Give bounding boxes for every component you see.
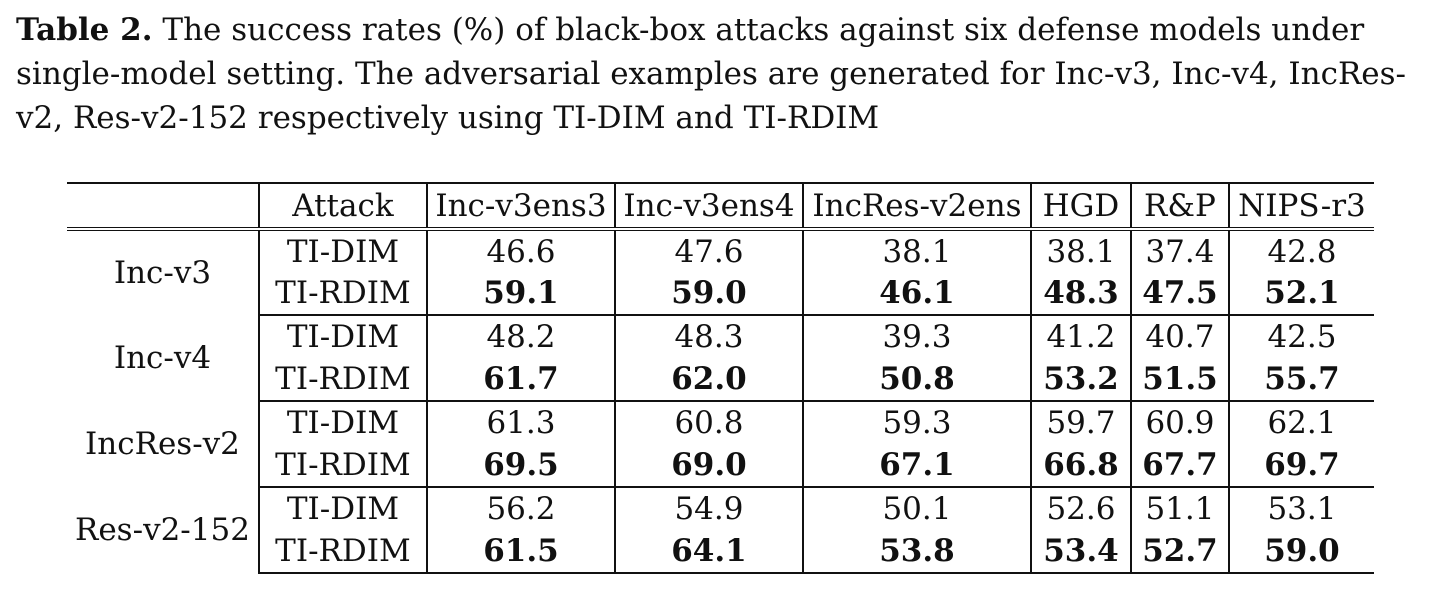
value-cell: 47.5 (1129, 272, 1229, 316)
value-cell: 48.3 (613, 315, 803, 358)
header-cell (67, 182, 259, 231)
model-cell: Inc-v3 (113, 255, 212, 291)
header-row: Attack Inc-v3ens3 Inc-v3ens4 IncRes-v2en… (67, 182, 1374, 231)
attack-cell: TI-DIM (257, 315, 427, 358)
value-cell: 38.1 (1029, 229, 1131, 272)
value-cell: 50.8 (801, 358, 1031, 402)
value-cell: 46.1 (801, 272, 1031, 316)
value-cell: 64.1 (613, 530, 803, 574)
value-cell: 69.0 (613, 444, 803, 488)
value-cell: 39.3 (801, 315, 1031, 358)
value-cell: 59.0 (613, 272, 803, 316)
value-cell: 59.1 (425, 272, 615, 316)
caption-label: Table 2. (16, 12, 153, 48)
value-cell: 47.6 (613, 229, 803, 272)
value-cell: 51.5 (1129, 358, 1229, 402)
value-cell: 53.1 (1227, 487, 1374, 530)
table-row: Inc-v3 TI-DIM 46.6 47.6 38.1 38.1 37.4 42.8 (67, 229, 1374, 291)
table-row: Res-v2-152 TI-DIM 56.2 54.9 50.1 52.6 51.1 53.1 (67, 487, 1374, 548)
value-cell: 60.8 (613, 401, 803, 444)
value-cell: 69.5 (425, 444, 615, 488)
attack-cell: TI-DIM (257, 229, 427, 272)
value-cell: 38.1 (801, 229, 1031, 272)
value-cell: 59.7 (1029, 401, 1131, 444)
table-row: TI-RDIM 61.5 64.1 53.8 53.4 52.7 59.0 (67, 530, 1374, 574)
header-cell: Attack (257, 182, 427, 231)
attack-cell: TI-DIM (257, 487, 427, 530)
value-cell: 46.6 (425, 229, 615, 272)
value-cell: 61.7 (425, 358, 615, 402)
caption-text: The success rates (%) of black-box attac… (16, 12, 1407, 136)
model-cell: IncRes-v2 (85, 426, 240, 462)
value-cell: 51.1 (1129, 487, 1229, 530)
value-cell: 52.1 (1227, 272, 1374, 316)
table-row: Inc-v4 TI-DIM 48.2 48.3 39.3 41.2 40.7 42.5 (67, 315, 1374, 376)
attack-cell: TI-RDIM (257, 358, 427, 402)
value-cell: 54.9 (613, 487, 803, 530)
value-cell: 61.5 (425, 530, 615, 574)
results-table: Attack Inc-v3ens3 Inc-v3ens4 IncRes-v2en… (67, 182, 1374, 574)
attack-cell: TI-RDIM (257, 444, 427, 488)
attack-cell: TI-RDIM (257, 530, 427, 574)
value-cell: 53.4 (1029, 530, 1131, 574)
value-cell: 62.0 (613, 358, 803, 402)
header-cell: Inc-v3ens4 (613, 182, 803, 231)
value-cell: 53.2 (1029, 358, 1131, 402)
table-row: TI-RDIM 59.1 59.0 46.1 48.3 47.5 52.1 (67, 272, 1374, 316)
model-cell: Res-v2-152 (75, 512, 250, 548)
value-cell: 48.3 (1029, 272, 1131, 316)
value-cell: 37.4 (1129, 229, 1229, 272)
value-cell: 59.3 (801, 401, 1031, 444)
value-cell: 42.8 (1227, 229, 1374, 272)
header-cell: IncRes-v2ens (801, 182, 1031, 231)
value-cell: 66.8 (1029, 444, 1131, 488)
value-cell: 67.1 (801, 444, 1031, 488)
value-cell: 41.2 (1029, 315, 1131, 358)
header-cell: R&P (1129, 182, 1229, 231)
model-cell: Inc-v4 (113, 340, 212, 376)
table-row: TI-RDIM 69.5 69.0 67.1 66.8 67.7 69.7 (67, 444, 1374, 488)
value-cell: 42.5 (1227, 315, 1374, 358)
attack-cell: TI-RDIM (257, 272, 427, 316)
value-cell: 48.2 (425, 315, 615, 358)
header-cell: NIPS-r3 (1227, 182, 1374, 231)
value-cell: 60.9 (1129, 401, 1229, 444)
table-caption: Table 2. The success rates (%) of black-… (16, 8, 1428, 140)
value-cell: 40.7 (1129, 315, 1229, 358)
value-cell: 59.0 (1227, 530, 1374, 574)
value-cell: 56.2 (425, 487, 615, 530)
value-cell: 50.1 (801, 487, 1031, 530)
table-row: TI-RDIM 61.7 62.0 50.8 53.2 51.5 55.7 (67, 358, 1374, 402)
value-cell: 62.1 (1227, 401, 1374, 444)
attack-cell: TI-DIM (257, 401, 427, 444)
value-cell: 52.6 (1029, 487, 1131, 530)
value-cell: 52.7 (1129, 530, 1229, 574)
header-cell: HGD (1029, 182, 1131, 231)
value-cell: 55.7 (1227, 358, 1374, 402)
value-cell: 69.7 (1227, 444, 1374, 488)
value-cell: 61.3 (425, 401, 615, 444)
header-cell: Inc-v3ens3 (425, 182, 615, 231)
value-cell: 67.7 (1129, 444, 1229, 488)
value-cell: 53.8 (801, 530, 1031, 574)
table-row: IncRes-v2 TI-DIM 61.3 60.8 59.3 59.7 60.9 62.1 (67, 401, 1374, 462)
